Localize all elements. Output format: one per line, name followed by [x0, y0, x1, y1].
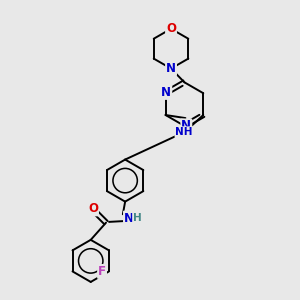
Text: N: N — [166, 62, 176, 75]
Text: O: O — [88, 202, 98, 215]
Text: H: H — [133, 213, 142, 223]
Text: F: F — [98, 265, 106, 278]
Text: N: N — [181, 119, 191, 132]
Text: NH: NH — [176, 127, 193, 137]
Text: N: N — [161, 86, 171, 99]
Text: N: N — [124, 212, 134, 225]
Text: O: O — [166, 22, 176, 35]
